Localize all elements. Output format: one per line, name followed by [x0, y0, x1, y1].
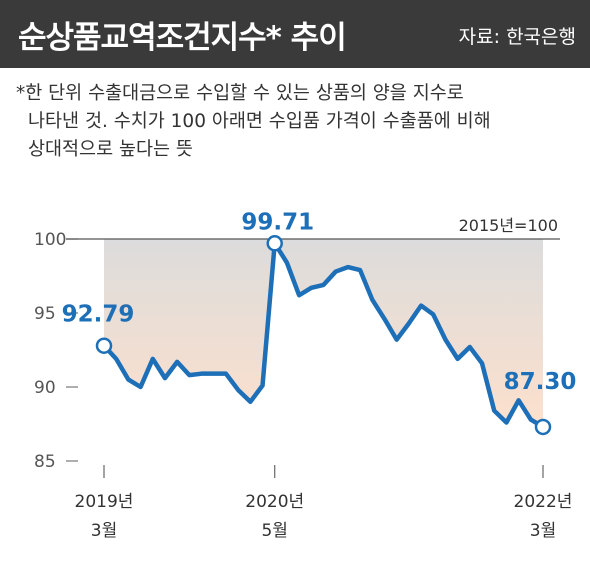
data-point-35 [530, 418, 532, 421]
data-point-7 [188, 374, 191, 376]
data-point-31 [481, 362, 483, 365]
x-label-month-36: 3월 [530, 521, 556, 541]
footnote-line-1: *한 단위 수출대금으로 수입할 수 있는 상품의 양을 지수로 [16, 83, 464, 104]
data-label-36: 87.30 [504, 369, 577, 395]
y-tick-label-100: 100 [34, 230, 66, 250]
data-point-16 [298, 294, 300, 297]
data-point-27 [432, 313, 435, 316]
chart-title: 순상품교역조건지수* 추이 [18, 20, 347, 56]
data-point-34 [517, 399, 520, 402]
data-point-8 [200, 372, 203, 375]
base-label: 2015년=100 [459, 216, 558, 235]
area-fill [104, 239, 543, 427]
data-point-20 [347, 266, 349, 268]
data-label-0: 92.79 [62, 302, 135, 328]
y-tick-label-95: 95 [34, 304, 56, 324]
data-point-2 [127, 378, 130, 381]
data-point-6 [176, 361, 178, 363]
data-point-9 [212, 372, 215, 375]
data-point-15 [286, 261, 288, 264]
data-point-1 [115, 358, 117, 360]
y-tick-label-90: 90 [34, 378, 56, 398]
data-label-14: 99.71 [241, 209, 314, 235]
data-point-22 [371, 298, 374, 301]
data-point-3 [139, 386, 142, 388]
footnote: *한 단위 수출대금으로 수입할 수 있는 상품의 양을 지수로 나타낸 것. … [16, 80, 586, 164]
data-point-23 [383, 318, 386, 320]
data-point-21 [359, 269, 361, 271]
highlight-point-0 [95, 337, 113, 354]
highlight-point-14 [266, 235, 283, 252]
data-point-13 [261, 384, 264, 387]
data-point-11 [237, 389, 239, 391]
y-tick-label-85: 85 [34, 452, 56, 472]
data-point-19 [334, 270, 337, 273]
data-point-30 [469, 346, 471, 348]
data-point-24 [395, 338, 398, 341]
footnote-line-2: 나타낸 것. 수치가 100 아래면 수입품 가격이 수출품에 비해 [28, 111, 491, 132]
header-bar: 순상품교역조건지수* 추이 자료: 한국은행 [0, 0, 590, 68]
data-point-26 [420, 304, 422, 307]
x-label-year-0: 2019년 [75, 492, 134, 512]
data-point-29 [456, 358, 459, 360]
data-point-10 [225, 372, 227, 375]
highlight-point-36 [534, 418, 552, 436]
footnote-line-3: 상대적으로 높다는 뜻 [28, 139, 193, 160]
data-point-32 [493, 409, 496, 412]
data-point-28 [444, 338, 447, 341]
x-label-year-14: 2020년 [245, 492, 304, 512]
data-point-4 [151, 358, 154, 360]
data-point-33 [505, 421, 508, 424]
source-label: 자료: 한국은행 [458, 26, 576, 48]
data-point-17 [310, 287, 313, 289]
data-point-12 [249, 401, 252, 403]
x-label-month-14: 5월 [261, 521, 287, 541]
x-label-month-0: 3월 [91, 521, 117, 541]
x-label-year-36: 2022년 [514, 492, 573, 512]
data-point-5 [164, 377, 166, 379]
data-point-25 [408, 322, 410, 325]
data-point-18 [322, 284, 325, 286]
